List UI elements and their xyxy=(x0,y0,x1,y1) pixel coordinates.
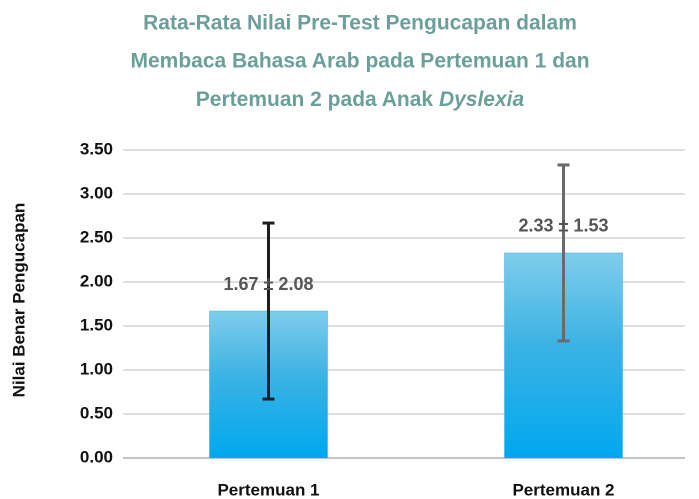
y-tick-label: 0.50 xyxy=(80,403,113,422)
y-tick-label: 3.00 xyxy=(80,183,113,202)
y-tick-label: 2.50 xyxy=(80,227,113,246)
y-axis-label: Nilai Benar Pengucapan xyxy=(9,203,28,398)
y-tick-label: 1.50 xyxy=(80,315,113,334)
y-tick-label: 3.50 xyxy=(80,139,113,158)
chart-title: Rata-Rata Nilai Pre-Test Pengucapan dala… xyxy=(143,12,577,35)
data-label: 1.67 ± 2.08 xyxy=(224,274,314,294)
y-tick-label: 2.00 xyxy=(80,271,113,290)
y-tick-label: 0.00 xyxy=(80,447,113,466)
chart-title: Membaca Bahasa Arab pada Pertemuan 1 dan xyxy=(130,50,589,73)
x-tick-label: Pertemuan 2 xyxy=(512,480,614,499)
chart-title: Pertemuan 2 pada Anak Dyslexia xyxy=(196,88,525,111)
chart-title: Dyslexia xyxy=(439,88,525,111)
y-tick-label: 1.00 xyxy=(80,359,113,378)
chart-title: Pertemuan 2 pada Anak xyxy=(196,88,434,111)
x-tick-label: Pertemuan 1 xyxy=(217,480,319,499)
data-label: 2.33 ± 1.53 xyxy=(519,216,609,236)
